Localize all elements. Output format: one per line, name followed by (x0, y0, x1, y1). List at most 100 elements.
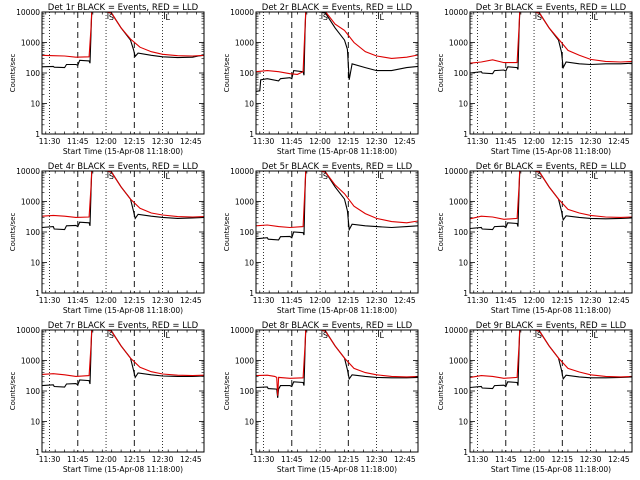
series-line-lld (42, 12, 204, 58)
x-axis-label: Start Time (15-Apr-08 11:18:00) (63, 306, 183, 315)
x-tick-label: 12:00 (309, 137, 331, 146)
x-tick-label: 11:30 (467, 296, 489, 305)
y-tick-label: 1 (249, 289, 254, 298)
y-tick-label: 10 (244, 100, 254, 109)
x-tick-label: 12:15 (551, 137, 573, 146)
x-tick-label: 11:45 (67, 137, 89, 146)
y-axis-label: Counts/sec (9, 54, 17, 93)
x-tick-label: 11:30 (39, 296, 61, 305)
x-tick-label: 11:45 (495, 137, 517, 146)
y-tick-label: 100 (454, 228, 469, 237)
series-line-lld (42, 171, 204, 218)
series-line-events (256, 330, 418, 398)
y-tick-label: 10000 (230, 326, 254, 335)
panel-title: Det 7r BLACK = Events, RED = LLD (48, 321, 199, 331)
x-tick-label: 11:30 (39, 455, 61, 464)
x-tick-label: 12:45 (608, 137, 630, 146)
y-tick-label: 1000 (21, 39, 40, 48)
y-tick-label: 10000 (16, 8, 40, 17)
x-tick-label: 12:30 (580, 137, 602, 146)
x-axis-label: Start Time (15-Apr-08 11:18:00) (63, 147, 183, 156)
x-tick-label: 12:30 (366, 455, 388, 464)
x-tick-label: 12:00 (523, 296, 545, 305)
y-tick-label: 1 (249, 448, 254, 457)
x-axis-label: Start Time (15-Apr-08 11:18:00) (491, 147, 611, 156)
x-tick-label: 12:45 (394, 455, 416, 464)
x-tick-label: 11:30 (467, 455, 489, 464)
x-axis-label: Start Time (15-Apr-08 11:18:00) (491, 465, 611, 474)
panel-title: Det 1r BLACK = Events, RED = LLD (48, 3, 199, 13)
x-tick-label: 11:45 (281, 455, 303, 464)
y-tick-label: 10 (30, 100, 40, 109)
marker-label-L: L (165, 13, 170, 22)
y-tick-label: 1000 (449, 357, 468, 366)
x-tick-label: 12:00 (95, 455, 117, 464)
y-tick-label: 10 (244, 418, 254, 427)
x-tick-label: 11:45 (281, 296, 303, 305)
x-tick-label: 12:45 (394, 296, 416, 305)
series-line-events (256, 12, 418, 92)
y-tick-label: 10000 (444, 326, 468, 335)
x-tick-label: 12:45 (180, 137, 202, 146)
x-tick-label: 11:45 (495, 296, 517, 305)
series-line-lld (256, 171, 418, 229)
x-tick-label: 12:30 (152, 455, 174, 464)
series-line-events (470, 171, 632, 231)
x-tick-label: 12:15 (123, 455, 145, 464)
series-line-events (42, 330, 204, 388)
x-tick-label: 12:30 (580, 296, 602, 305)
y-tick-label: 1 (35, 448, 40, 457)
y-tick-label: 100 (454, 387, 469, 396)
panel-title: Det 4r BLACK = Events, RED = LLD (48, 162, 199, 172)
x-tick-label: 12:45 (608, 296, 630, 305)
series-line-lld (256, 12, 418, 75)
marker-label-S: S (109, 172, 114, 181)
series-line-events (42, 12, 204, 69)
y-tick-label: 1 (35, 289, 40, 298)
x-tick-label: 12:45 (180, 455, 202, 464)
x-tick-label: 12:45 (180, 296, 202, 305)
x-tick-label: 11:45 (67, 296, 89, 305)
x-tick-label: 11:30 (467, 137, 489, 146)
panel-title: Det 3r BLACK = Events, RED = LLD (476, 3, 627, 13)
marker-label-S: S (109, 13, 114, 22)
y-tick-label: 10 (30, 418, 40, 427)
x-tick-label: 12:15 (551, 455, 573, 464)
x-tick-label: 11:30 (39, 137, 61, 146)
marker-label-L: L (593, 13, 598, 22)
series-line-lld (470, 12, 632, 64)
y-tick-label: 100 (26, 228, 41, 237)
y-tick-label: 1000 (235, 357, 254, 366)
y-axis-label: Counts/sec (437, 54, 445, 93)
marker-label-L: L (165, 172, 170, 181)
x-tick-label: 12:15 (337, 296, 359, 305)
x-axis-label: Start Time (15-Apr-08 11:18:00) (277, 147, 397, 156)
x-tick-label: 12:00 (95, 296, 117, 305)
x-tick-label: 12:15 (337, 137, 359, 146)
y-tick-label: 1000 (449, 39, 468, 48)
x-tick-label: 12:30 (152, 296, 174, 305)
panel-title: Det 8r BLACK = Events, RED = LLD (262, 321, 413, 331)
x-tick-label: 12:45 (608, 455, 630, 464)
y-axis-label: Counts/sec (9, 372, 17, 411)
marker-label-L: L (593, 172, 598, 181)
y-axis-label: Counts/sec (223, 213, 231, 252)
marker-label-L: L (379, 13, 384, 22)
x-tick-label: 12:15 (123, 137, 145, 146)
y-tick-label: 10 (30, 259, 40, 268)
x-tick-label: 12:15 (551, 296, 573, 305)
series-line-events (470, 12, 632, 75)
y-axis-label: Counts/sec (9, 213, 17, 252)
series-line-events (42, 171, 204, 231)
y-tick-label: 10000 (230, 167, 254, 176)
y-tick-label: 10 (458, 418, 468, 427)
x-tick-label: 12:00 (309, 296, 331, 305)
y-tick-label: 1000 (235, 198, 254, 207)
x-tick-label: 12:30 (580, 455, 602, 464)
